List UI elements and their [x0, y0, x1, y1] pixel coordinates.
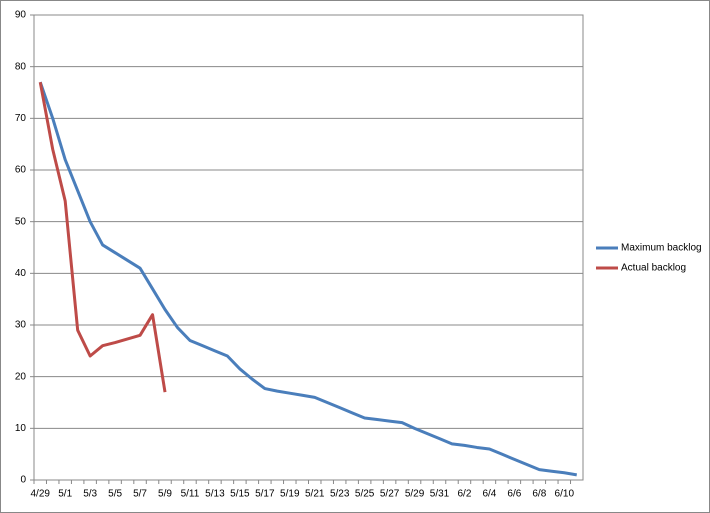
- x-tick-label: 6/4: [482, 489, 496, 500]
- legend-label: Maximum backlog: [621, 243, 702, 254]
- y-tick-label: 90: [15, 10, 27, 21]
- x-tick-label: 4/29: [31, 489, 51, 500]
- x-tick-label: 5/15: [230, 489, 250, 500]
- x-tick-label: 6/2: [458, 489, 472, 500]
- legend-label: Actual backlog: [621, 263, 686, 274]
- y-tick-label: 40: [15, 268, 27, 279]
- x-tick-label: 5/7: [133, 489, 147, 500]
- x-tick-label: 5/13: [205, 489, 225, 500]
- x-tick-label: 5/17: [255, 489, 275, 500]
- x-tick-label: 5/11: [181, 489, 200, 500]
- x-tick-label: 5/9: [158, 489, 172, 500]
- line-series: [38, 81, 578, 477]
- x-tick-label: 5/5: [108, 489, 122, 500]
- x-tick-label: 6/6: [507, 489, 521, 500]
- x-tick-label: 6/10: [555, 489, 575, 500]
- x-tick-label: 5/27: [380, 489, 400, 500]
- y-tick-label: 60: [15, 165, 27, 176]
- x-tick-label: 5/25: [355, 489, 375, 500]
- y-tick-label: 20: [15, 371, 27, 382]
- x-tick-label: 5/1: [58, 489, 72, 500]
- x-tick-label: 5/29: [405, 489, 425, 500]
- x-tick-label: 6/8: [532, 489, 546, 500]
- x-tick-label: 5/31: [430, 489, 450, 500]
- x-tick-label: 5/3: [83, 489, 97, 500]
- y-tick-label: 30: [15, 320, 27, 331]
- x-tick-label: 5/21: [305, 489, 325, 500]
- x-tick-label: 5/19: [280, 489, 300, 500]
- y-tick-label: 0: [20, 475, 26, 486]
- y-tick-label: 70: [15, 113, 27, 124]
- line-series: [38, 81, 167, 393]
- y-tick-label: 50: [15, 216, 27, 227]
- y-tick-label: 10: [15, 423, 27, 434]
- x-tick-label: 5/23: [330, 489, 350, 500]
- y-tick-label: 80: [15, 61, 27, 72]
